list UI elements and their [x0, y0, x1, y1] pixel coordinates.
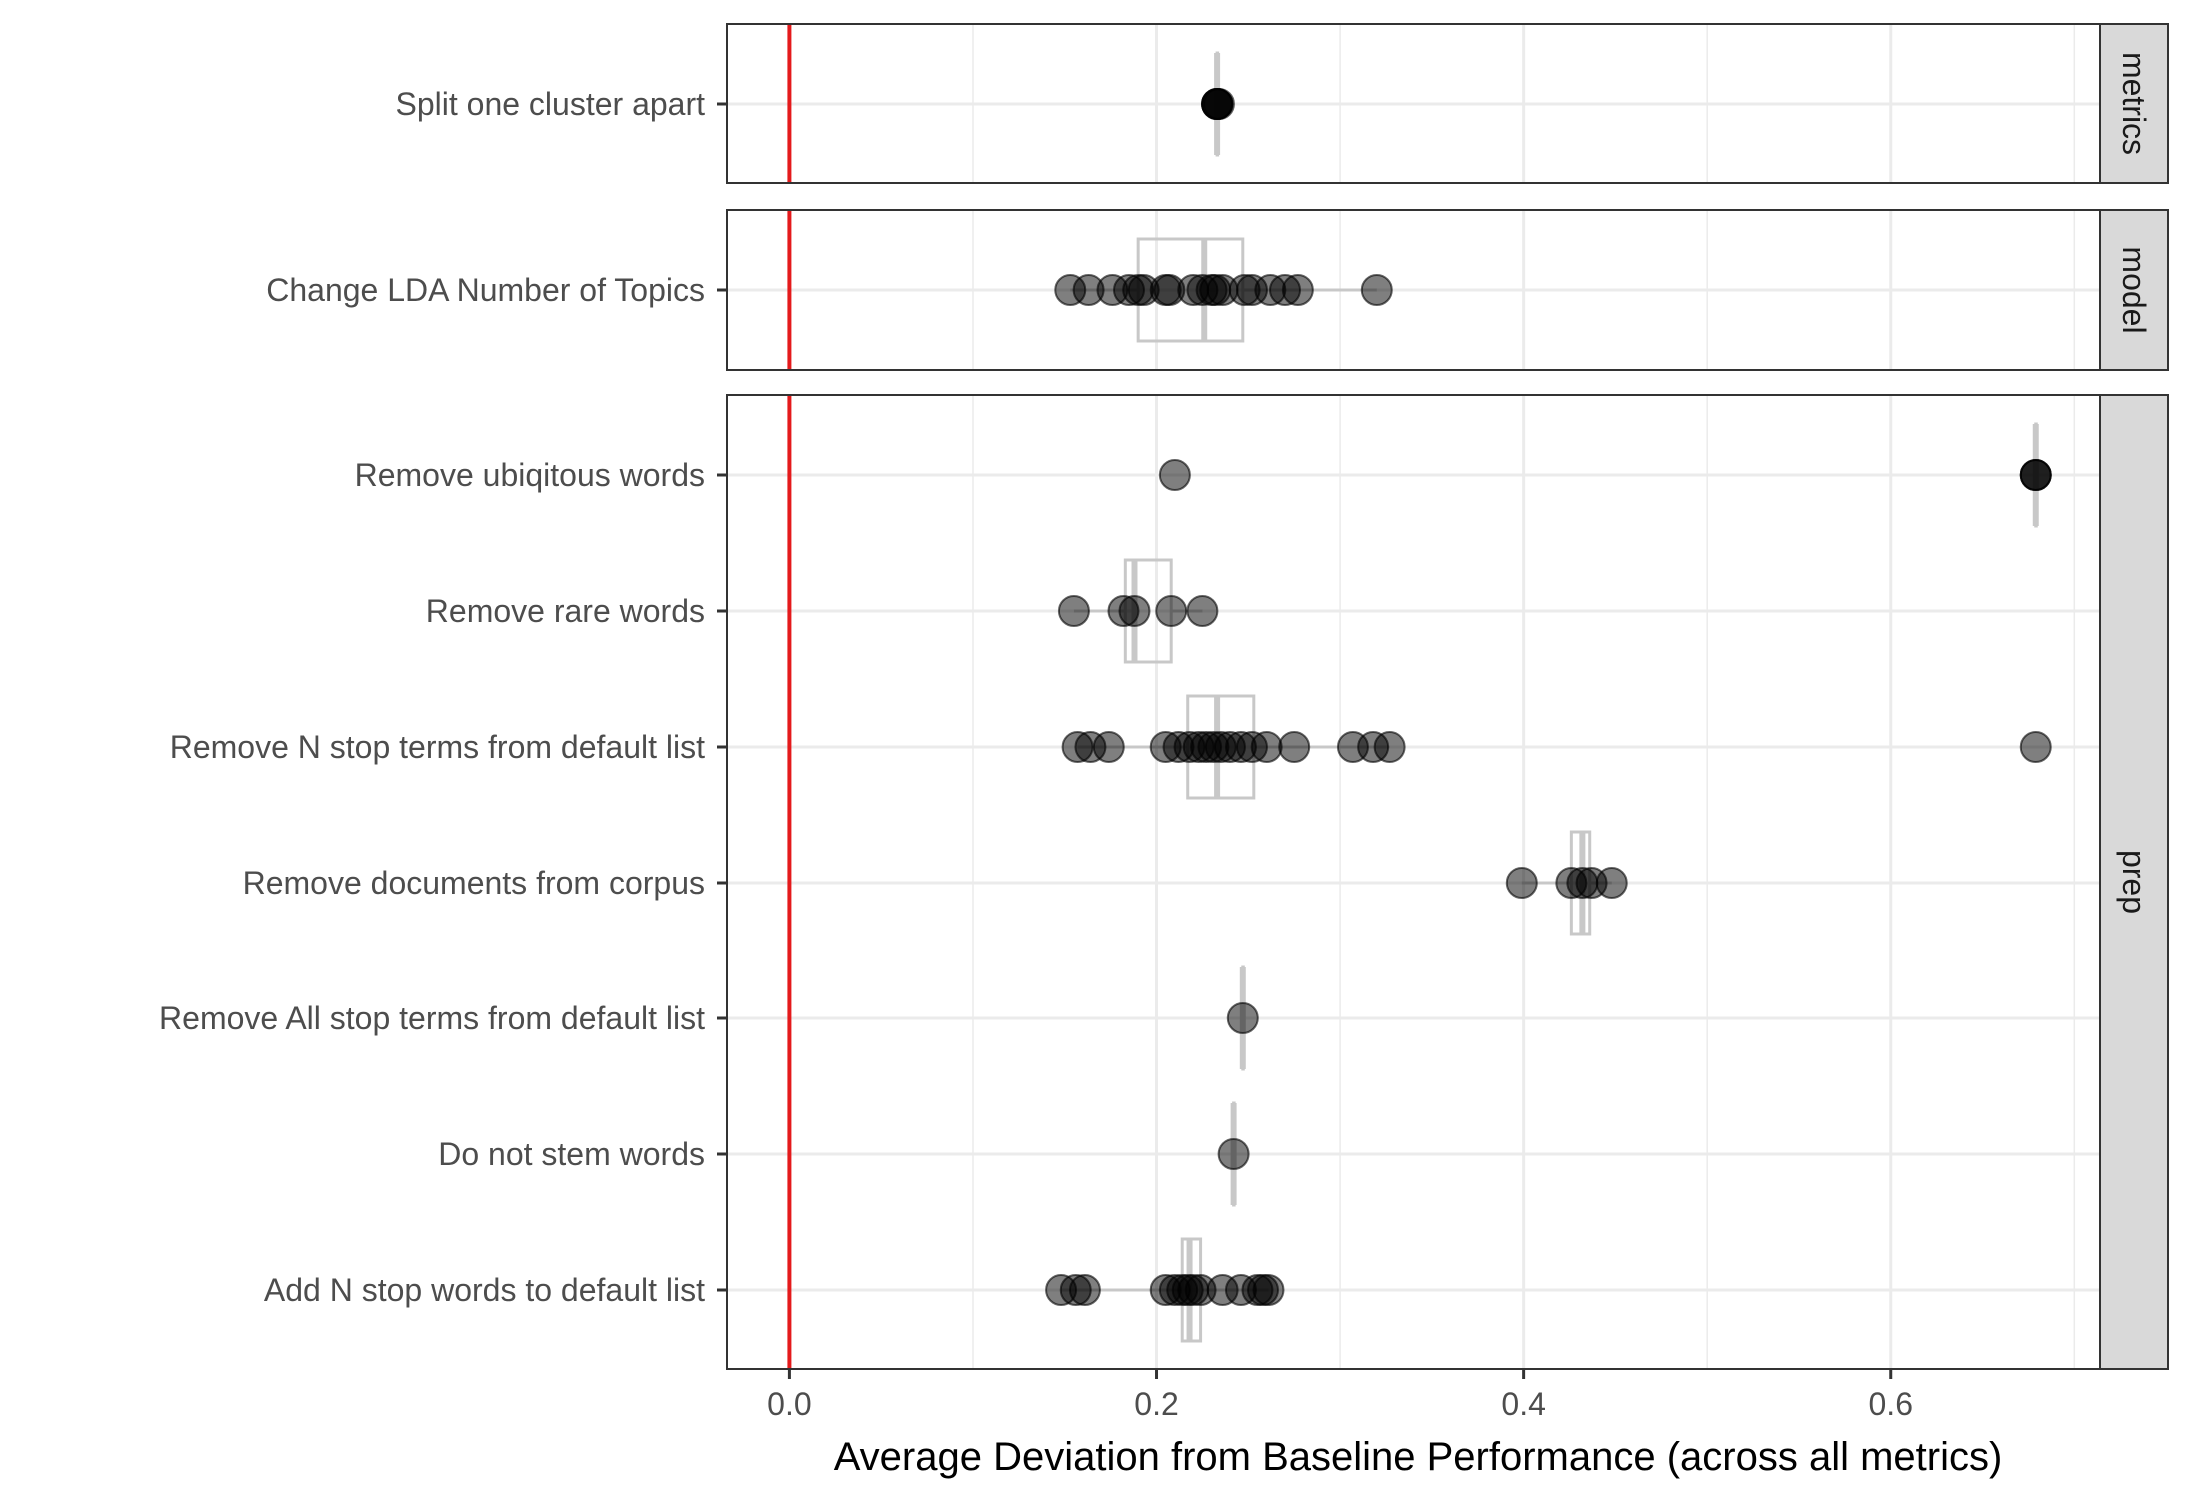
x-tick-label: 0.4 — [1501, 1386, 1545, 1422]
y-tick-label: Remove N stop terms from default list — [170, 729, 705, 765]
x-axis: 0.0 0.2 0.4 0.6 — [767, 1369, 1913, 1422]
data-point — [1250, 731, 1283, 763]
facet-strip — [2099, 394, 2169, 1370]
facet-panel-model: Change LDA Number of Topics model — [266, 209, 2169, 371]
y-tick-label: Add N stop words to default list — [264, 1272, 705, 1308]
data-point — [1186, 595, 1219, 627]
x-tick-label: 0.6 — [1869, 1386, 1913, 1422]
facet-strip-label: metrics — [2116, 52, 2152, 155]
y-tick-label: Do not stem words — [438, 1136, 705, 1172]
row-remove-n-stop-terms-from-default-list: Remove N stop terms from default list — [170, 694, 2100, 800]
facet-strip-label: prep — [2116, 850, 2152, 914]
y-tick-label: Change LDA Number of Topics — [266, 272, 705, 308]
data-point — [1373, 731, 1406, 763]
facet-panel-prep: Remove ubiqitous words Remove rare words R… — [159, 394, 2169, 1370]
row-remove-all-stop-terms-from-default-list: Remove All stop terms from default list — [159, 965, 2100, 1071]
facet-panels: Split one cluster apart metrics Change LDA… — [159, 23, 2169, 1370]
data-point — [1505, 867, 1538, 899]
data-point — [1118, 595, 1151, 627]
row-add-n-stop-words-to-default-list: Add N stop words to default list — [264, 1237, 2100, 1343]
row-remove-documents-from-corpus: Remove documents from corpus — [243, 830, 2100, 936]
row-split-one-cluster-apart: Split one cluster apart — [396, 51, 2100, 157]
facet-strip — [2099, 209, 2169, 371]
data-point — [1057, 595, 1090, 627]
data-point — [2019, 731, 2052, 763]
y-tick-label: Remove All stop terms from default list — [159, 1000, 705, 1036]
data-point — [1278, 731, 1311, 763]
y-tick-label: Remove rare words — [426, 593, 705, 629]
facet-strip-label: model — [2116, 246, 2152, 333]
x-tick-label: 0.2 — [1134, 1386, 1178, 1422]
data-point — [1202, 88, 1235, 120]
row-do-not-stem-words: Do not stem words — [438, 1101, 2100, 1207]
data-point — [2019, 459, 2052, 491]
data-point — [1155, 595, 1188, 627]
data-point — [1158, 459, 1191, 491]
y-tick-label: Split one cluster apart — [396, 86, 706, 122]
data-point — [1092, 731, 1125, 763]
data-point — [1595, 867, 1628, 899]
x-axis-title: Average Deviation from Baseline Performa… — [834, 1435, 2003, 1479]
row-remove-ubiqitous-words: Remove ubiqitous words — [355, 422, 2100, 528]
row-remove-rare-words: Remove rare words — [426, 558, 2100, 664]
data-point — [1226, 1002, 1259, 1034]
data-point — [1281, 274, 1314, 306]
data-point — [1252, 1274, 1285, 1306]
data-point — [1360, 274, 1393, 306]
facet-strip — [2099, 23, 2169, 184]
facet-panel-metrics: Split one cluster apart metrics — [396, 23, 2169, 184]
y-tick-label: Remove ubiqitous words — [355, 457, 705, 493]
row-change-lda-number-of-topics: Change LDA Number of Topics — [266, 237, 2100, 343]
data-point — [1068, 1274, 1101, 1306]
y-tick-label: Remove documents from corpus — [243, 865, 705, 901]
data-point — [1217, 1138, 1250, 1170]
x-tick-label: 0.0 — [767, 1386, 811, 1422]
